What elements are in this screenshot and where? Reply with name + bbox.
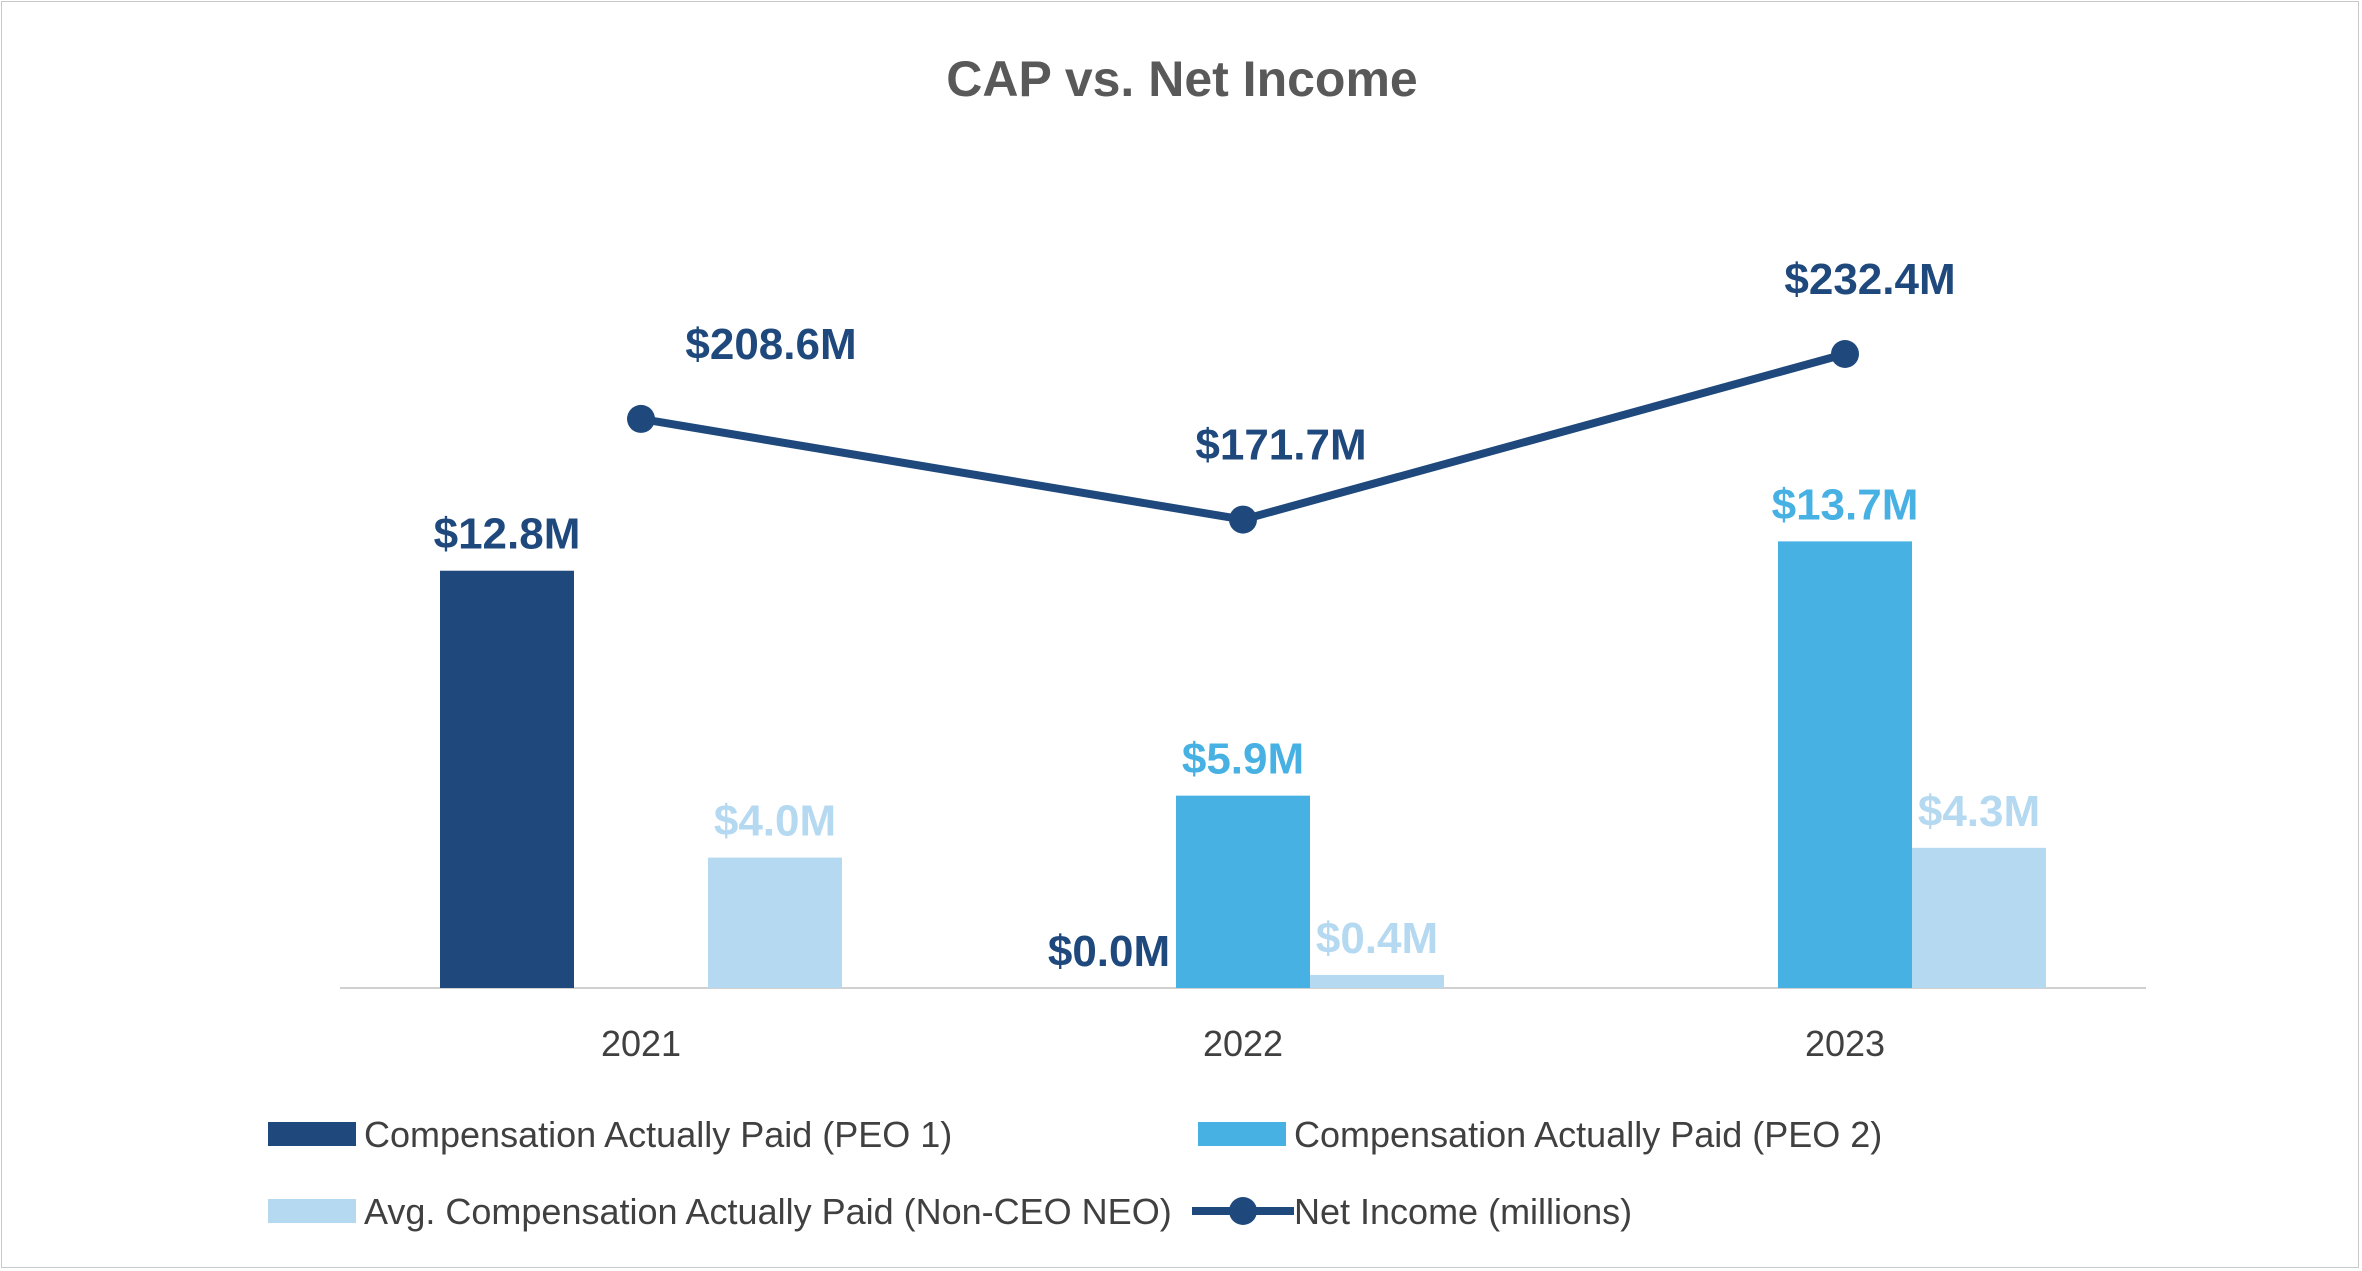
- data-label-avg-compensation-actually-paid-non-ceo-neo-2021: $4.0M: [714, 797, 836, 846]
- legend-item-net-income-millions: Net Income (millions): [1192, 1191, 1632, 1232]
- bar-compensation-actually-paid-peo-2-2023: [1778, 541, 1912, 988]
- legend-marker: [1229, 1197, 1257, 1225]
- data-label-compensation-actually-paid-peo-2-2022: $5.9M: [1182, 735, 1304, 784]
- legend-swatch-avg-compensation-actually-paid-non-ceo-neo: [268, 1199, 356, 1223]
- legend-label-compensation-actually-paid-peo-1: Compensation Actually Paid (PEO 1): [364, 1114, 952, 1155]
- bar-avg-compensation-actually-paid-non-ceo-neo-2023: [1912, 847, 2046, 988]
- x-tick-label-2023: 2023: [1805, 1023, 1885, 1064]
- legend-item-compensation-actually-paid-peo-1: Compensation Actually Paid (PEO 1): [268, 1114, 952, 1155]
- data-label-avg-compensation-actually-paid-non-ceo-neo-2022: $0.4M: [1316, 914, 1438, 963]
- data-label-avg-compensation-actually-paid-non-ceo-neo-2023: $4.3M: [1918, 787, 2040, 836]
- data-label-compensation-actually-paid-peo-1-2021: $12.8M: [434, 510, 581, 559]
- line-layer: [627, 340, 1859, 534]
- bars-layer: [440, 541, 2046, 988]
- data-label-compensation-actually-paid-peo-1-2022: $0.0M: [1048, 927, 1170, 976]
- line-point-2021: [627, 404, 655, 433]
- x-tick-label-2021: 2021: [601, 1023, 681, 1064]
- x-tick-label-2022: 2022: [1203, 1023, 1283, 1064]
- data-label-net-income-2022: $171.7M: [1195, 421, 1366, 470]
- legend-swatch-compensation-actually-paid-peo-1: [268, 1122, 356, 1146]
- data-label-net-income-2023: $232.4M: [1784, 255, 1955, 304]
- legend-item-compensation-actually-paid-peo-2: Compensation Actually Paid (PEO 2): [1198, 1114, 1882, 1155]
- data-label-net-income-2021: $208.6M: [685, 320, 856, 369]
- legend-item-avg-compensation-actually-paid-non-ceo-neo: Avg. Compensation Actually Paid (Non-CEO…: [268, 1191, 1172, 1232]
- data-label-compensation-actually-paid-peo-2-2023: $13.7M: [1772, 480, 1919, 529]
- legend-label-avg-compensation-actually-paid-non-ceo-neo: Avg. Compensation Actually Paid (Non-CEO…: [364, 1191, 1172, 1232]
- legend-label-net-income-millions: Net Income (millions): [1294, 1191, 1632, 1232]
- chart-title: CAP vs. Net Income: [946, 51, 1417, 107]
- data-labels-layer: $12.8M $4.0M $0.0M $5.9M $0.4M $13.7M $4.3M $20…: [434, 255, 2041, 976]
- line-point-2023: [1831, 340, 1859, 368]
- x-tick-labels: 2021 2022 2023: [601, 1023, 1885, 1064]
- bar-avg-compensation-actually-paid-non-ceo-neo-2022: [1310, 974, 1444, 988]
- line-point-2022: [1229, 505, 1257, 534]
- legend-label-compensation-actually-paid-peo-2: Compensation Actually Paid (PEO 2): [1294, 1114, 1882, 1155]
- bar-avg-compensation-actually-paid-non-ceo-neo-2021: [708, 857, 842, 988]
- bar-compensation-actually-paid-peo-1-2021: [440, 570, 574, 988]
- legend: Compensation Actually Paid (PEO 1) Compen…: [268, 1114, 1882, 1232]
- legend-swatch-compensation-actually-paid-peo-2: [1198, 1122, 1286, 1146]
- bar-compensation-actually-paid-peo-2-2022: [1176, 795, 1310, 988]
